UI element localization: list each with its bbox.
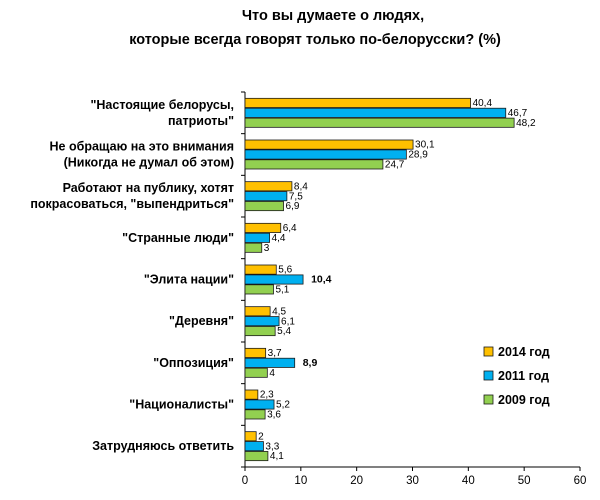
value-label: 8,9 — [303, 357, 318, 369]
bar — [244, 347, 267, 358]
category-label: "Оппозиция" — [153, 356, 234, 370]
category-label: покрасоваться, "выпендриться" — [30, 197, 234, 211]
value-label: 28,9 — [408, 150, 428, 161]
bar — [244, 232, 270, 243]
legend-swatch — [483, 346, 494, 357]
bar — [244, 441, 264, 452]
legend-swatch — [483, 394, 494, 405]
bar — [244, 326, 276, 337]
bar — [244, 139, 414, 150]
bar — [244, 264, 277, 275]
bar — [244, 451, 269, 462]
category-label: "Настоящие белорусы, — [90, 98, 234, 112]
category-labels: "Настоящие белорусы, патриоты" Не обращаю … — [30, 98, 234, 453]
category-label: Не обращаю на это внимания — [50, 140, 234, 154]
category-label: (Никогда не думал об этом) — [64, 156, 234, 170]
category-label: "Странные люди" — [122, 231, 234, 245]
x-tick-label: 40 — [462, 475, 475, 487]
legend: 2014 год 2011 год 2009 год — [483, 345, 550, 407]
x-tick-label: 60 — [574, 475, 587, 487]
bar — [244, 149, 407, 160]
category-label: Работают на публику, хотят — [63, 181, 234, 195]
value-label: 6,4 — [283, 223, 297, 234]
category-label: "Деревня" — [169, 314, 234, 328]
chart-title-line: которые всегда говорят только по-белорус… — [129, 32, 501, 48]
bar — [244, 431, 257, 442]
bars — [244, 97, 515, 462]
legend-label: 2009 год — [498, 393, 550, 407]
chart-title-line: Что вы думаете о людях, — [242, 8, 424, 24]
x-tick-label: 20 — [350, 475, 363, 487]
value-label: 46,7 — [508, 108, 528, 119]
value-label: 10,4 — [311, 274, 332, 286]
x-tick-label: 50 — [518, 475, 531, 487]
bar — [244, 389, 259, 400]
bar — [244, 409, 266, 420]
value-label: 30,1 — [415, 140, 435, 151]
category-label: "Элита нации" — [144, 273, 234, 287]
bar — [244, 316, 280, 327]
value-label: 5,1 — [275, 285, 289, 296]
value-label: 2 — [258, 431, 264, 442]
value-label: 4,4 — [272, 233, 286, 244]
value-label: 6,1 — [281, 316, 295, 327]
value-label: 40,4 — [473, 98, 493, 109]
category-label: Затрудняюсь ответить — [92, 439, 234, 453]
bar — [244, 159, 384, 170]
value-label: 24,7 — [385, 160, 405, 171]
bar — [244, 284, 274, 295]
x-tick-label: 0 — [242, 475, 248, 487]
value-label: 3 — [264, 243, 270, 254]
legend-label: 2014 год — [498, 345, 550, 359]
value-label: 7,5 — [289, 191, 303, 202]
value-label: 5,4 — [277, 326, 291, 337]
bar — [244, 274, 304, 285]
value-label: 4,5 — [272, 306, 286, 317]
value-label: 2,3 — [260, 390, 274, 401]
bar — [244, 117, 515, 128]
value-label: 3,7 — [268, 348, 282, 359]
value-label: 8,4 — [294, 181, 308, 192]
bar — [244, 107, 507, 118]
value-label: 4 — [269, 368, 275, 379]
bar — [244, 399, 275, 410]
bar — [244, 201, 284, 212]
bar — [244, 306, 271, 317]
value-label: 3,6 — [267, 410, 281, 421]
bar — [244, 191, 288, 202]
legend-swatch — [483, 370, 494, 381]
legend-label: 2011 год — [498, 369, 549, 383]
value-label: 6,9 — [286, 201, 300, 212]
value-label: 48,2 — [516, 118, 536, 129]
category-label: патриоты" — [168, 114, 234, 128]
category-label: "Националисты" — [129, 398, 234, 412]
bar — [244, 222, 282, 233]
value-label: 5,6 — [278, 265, 292, 276]
bar — [244, 181, 293, 192]
x-tick-label: 10 — [294, 475, 307, 487]
value-label: 4,1 — [270, 451, 284, 462]
bar — [244, 367, 268, 378]
value-labels: 40,446,748,230,128,924,78,47,56,96,44,43… — [258, 98, 536, 462]
value-label: 3,3 — [265, 441, 279, 452]
value-label: 5,2 — [276, 400, 290, 411]
bar — [244, 97, 471, 108]
chart-title: Что вы думаете о людях, которые всегда го… — [129, 8, 501, 48]
bar — [244, 357, 296, 368]
x-tick-label: 30 — [406, 475, 419, 487]
bar — [244, 242, 263, 253]
